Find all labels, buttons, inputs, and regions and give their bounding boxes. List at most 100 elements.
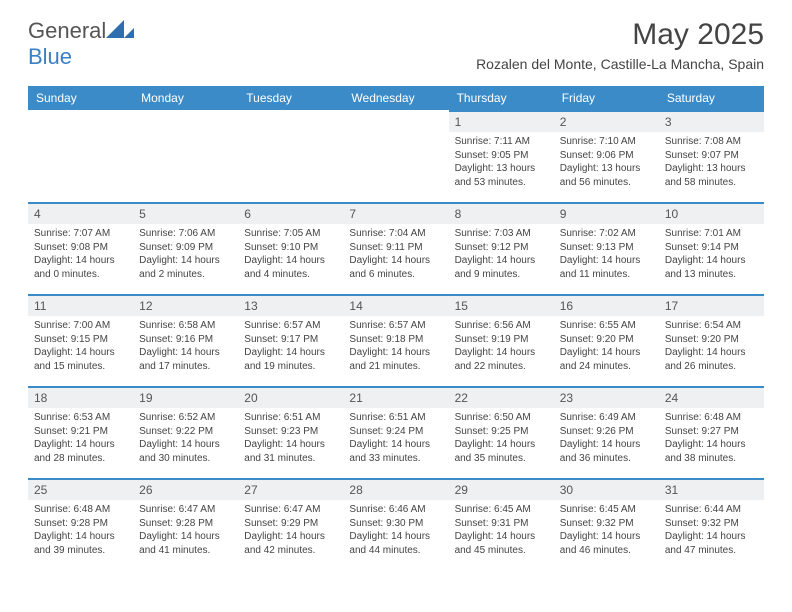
daylight-line: Daylight: 14 hours and 33 minutes. <box>349 438 442 465</box>
day-number: 25 <box>28 478 133 500</box>
calendar-cell: 29Sunrise: 6:45 AMSunset: 9:31 PMDayligh… <box>449 478 554 570</box>
day-details: Sunrise: 6:58 AMSunset: 9:16 PMDaylight:… <box>133 316 238 379</box>
day-details: Sunrise: 6:52 AMSunset: 9:22 PMDaylight:… <box>133 408 238 471</box>
sunset-line: Sunset: 9:14 PM <box>665 241 758 255</box>
sunrise-line: Sunrise: 6:45 AM <box>455 503 548 517</box>
day-details: Sunrise: 6:45 AMSunset: 9:31 PMDaylight:… <box>449 500 554 563</box>
day-number: 16 <box>554 294 659 316</box>
calendar-cell: 2Sunrise: 7:10 AMSunset: 9:06 PMDaylight… <box>554 110 659 202</box>
sunset-line: Sunset: 9:31 PM <box>455 517 548 531</box>
calendar-cell: 28Sunrise: 6:46 AMSunset: 9:30 PMDayligh… <box>343 478 448 570</box>
daylight-line: Daylight: 14 hours and 22 minutes. <box>455 346 548 373</box>
title-block: May 2025 Rozalen del Monte, Castille-La … <box>476 18 764 72</box>
day-details: Sunrise: 7:06 AMSunset: 9:09 PMDaylight:… <box>133 224 238 287</box>
sunset-line: Sunset: 9:32 PM <box>560 517 653 531</box>
daylight-line: Daylight: 14 hours and 26 minutes. <box>665 346 758 373</box>
sunrise-line: Sunrise: 7:02 AM <box>560 227 653 241</box>
day-number: 14 <box>343 294 448 316</box>
day-number: 15 <box>449 294 554 316</box>
sunset-line: Sunset: 9:05 PM <box>455 149 548 163</box>
daylight-line: Daylight: 14 hours and 44 minutes. <box>349 530 442 557</box>
sunrise-line: Sunrise: 6:46 AM <box>349 503 442 517</box>
sunset-line: Sunset: 9:24 PM <box>349 425 442 439</box>
calendar-week-row: 4Sunrise: 7:07 AMSunset: 9:08 PMDaylight… <box>28 202 764 294</box>
page-title: May 2025 <box>476 18 764 52</box>
day-number: 6 <box>238 202 343 224</box>
sunset-line: Sunset: 9:27 PM <box>665 425 758 439</box>
calendar-week-row: 1Sunrise: 7:11 AMSunset: 9:05 PMDaylight… <box>28 110 764 202</box>
calendar-week-row: 11Sunrise: 7:00 AMSunset: 9:15 PMDayligh… <box>28 294 764 386</box>
calendar-cell: 23Sunrise: 6:49 AMSunset: 9:26 PMDayligh… <box>554 386 659 478</box>
daylight-line: Daylight: 14 hours and 28 minutes. <box>34 438 127 465</box>
calendar-cell: 14Sunrise: 6:57 AMSunset: 9:18 PMDayligh… <box>343 294 448 386</box>
calendar-cell: 21Sunrise: 6:51 AMSunset: 9:24 PMDayligh… <box>343 386 448 478</box>
day-details: Sunrise: 6:54 AMSunset: 9:20 PMDaylight:… <box>659 316 764 379</box>
sunset-line: Sunset: 9:23 PM <box>244 425 337 439</box>
daylight-line: Daylight: 14 hours and 13 minutes. <box>665 254 758 281</box>
weekday-header: Tuesday <box>238 86 343 110</box>
sunrise-line: Sunrise: 6:56 AM <box>455 319 548 333</box>
calendar-cell: 26Sunrise: 6:47 AMSunset: 9:28 PMDayligh… <box>133 478 238 570</box>
sunrise-line: Sunrise: 6:47 AM <box>139 503 232 517</box>
day-details: Sunrise: 6:48 AMSunset: 9:28 PMDaylight:… <box>28 500 133 563</box>
day-details: Sunrise: 6:46 AMSunset: 9:30 PMDaylight:… <box>343 500 448 563</box>
sunrise-line: Sunrise: 6:49 AM <box>560 411 653 425</box>
sunrise-line: Sunrise: 6:44 AM <box>665 503 758 517</box>
calendar-cell <box>133 110 238 202</box>
sunrise-line: Sunrise: 7:04 AM <box>349 227 442 241</box>
day-details: Sunrise: 7:02 AMSunset: 9:13 PMDaylight:… <box>554 224 659 287</box>
day-details: Sunrise: 7:00 AMSunset: 9:15 PMDaylight:… <box>28 316 133 379</box>
day-details: Sunrise: 7:07 AMSunset: 9:08 PMDaylight:… <box>28 224 133 287</box>
day-details: Sunrise: 6:57 AMSunset: 9:17 PMDaylight:… <box>238 316 343 379</box>
daylight-line: Daylight: 13 hours and 56 minutes. <box>560 162 653 189</box>
day-details: Sunrise: 7:11 AMSunset: 9:05 PMDaylight:… <box>449 132 554 195</box>
day-number: 11 <box>28 294 133 316</box>
daylight-line: Daylight: 14 hours and 38 minutes. <box>665 438 758 465</box>
calendar-cell <box>343 110 448 202</box>
daylight-line: Daylight: 14 hours and 39 minutes. <box>34 530 127 557</box>
sunset-line: Sunset: 9:10 PM <box>244 241 337 255</box>
logo-text: General Blue <box>28 18 134 70</box>
day-details: Sunrise: 7:05 AMSunset: 9:10 PMDaylight:… <box>238 224 343 287</box>
calendar-week-row: 18Sunrise: 6:53 AMSunset: 9:21 PMDayligh… <box>28 386 764 478</box>
calendar-cell: 31Sunrise: 6:44 AMSunset: 9:32 PMDayligh… <box>659 478 764 570</box>
day-number: 5 <box>133 202 238 224</box>
daylight-line: Daylight: 14 hours and 47 minutes. <box>665 530 758 557</box>
calendar-cell: 12Sunrise: 6:58 AMSunset: 9:16 PMDayligh… <box>133 294 238 386</box>
calendar-cell: 17Sunrise: 6:54 AMSunset: 9:20 PMDayligh… <box>659 294 764 386</box>
sunset-line: Sunset: 9:18 PM <box>349 333 442 347</box>
logo-word-2: Blue <box>28 44 72 69</box>
weekday-header: Thursday <box>449 86 554 110</box>
sunrise-line: Sunrise: 6:52 AM <box>139 411 232 425</box>
day-details: Sunrise: 6:51 AMSunset: 9:24 PMDaylight:… <box>343 408 448 471</box>
sunset-line: Sunset: 9:28 PM <box>139 517 232 531</box>
day-number: 29 <box>449 478 554 500</box>
calendar-cell: 24Sunrise: 6:48 AMSunset: 9:27 PMDayligh… <box>659 386 764 478</box>
calendar-cell <box>238 110 343 202</box>
calendar-cell: 4Sunrise: 7:07 AMSunset: 9:08 PMDaylight… <box>28 202 133 294</box>
day-details: Sunrise: 6:48 AMSunset: 9:27 PMDaylight:… <box>659 408 764 471</box>
daylight-line: Daylight: 14 hours and 36 minutes. <box>560 438 653 465</box>
day-number: 7 <box>343 202 448 224</box>
day-number: 8 <box>449 202 554 224</box>
sunset-line: Sunset: 9:29 PM <box>244 517 337 531</box>
calendar-cell: 11Sunrise: 7:00 AMSunset: 9:15 PMDayligh… <box>28 294 133 386</box>
calendar-cell: 7Sunrise: 7:04 AMSunset: 9:11 PMDaylight… <box>343 202 448 294</box>
day-details: Sunrise: 7:03 AMSunset: 9:12 PMDaylight:… <box>449 224 554 287</box>
sunset-line: Sunset: 9:08 PM <box>34 241 127 255</box>
day-number: 9 <box>554 202 659 224</box>
sunset-line: Sunset: 9:28 PM <box>34 517 127 531</box>
sunrise-line: Sunrise: 6:51 AM <box>349 411 442 425</box>
sunset-line: Sunset: 9:12 PM <box>455 241 548 255</box>
day-details: Sunrise: 7:10 AMSunset: 9:06 PMDaylight:… <box>554 132 659 195</box>
day-number: 28 <box>343 478 448 500</box>
calendar-cell: 10Sunrise: 7:01 AMSunset: 9:14 PMDayligh… <box>659 202 764 294</box>
daylight-line: Daylight: 14 hours and 21 minutes. <box>349 346 442 373</box>
sunrise-line: Sunrise: 6:47 AM <box>244 503 337 517</box>
day-details: Sunrise: 7:04 AMSunset: 9:11 PMDaylight:… <box>343 224 448 287</box>
day-details: Sunrise: 7:01 AMSunset: 9:14 PMDaylight:… <box>659 224 764 287</box>
day-number: 19 <box>133 386 238 408</box>
sunrise-line: Sunrise: 7:10 AM <box>560 135 653 149</box>
daylight-line: Daylight: 14 hours and 15 minutes. <box>34 346 127 373</box>
sunrise-line: Sunrise: 7:06 AM <box>139 227 232 241</box>
